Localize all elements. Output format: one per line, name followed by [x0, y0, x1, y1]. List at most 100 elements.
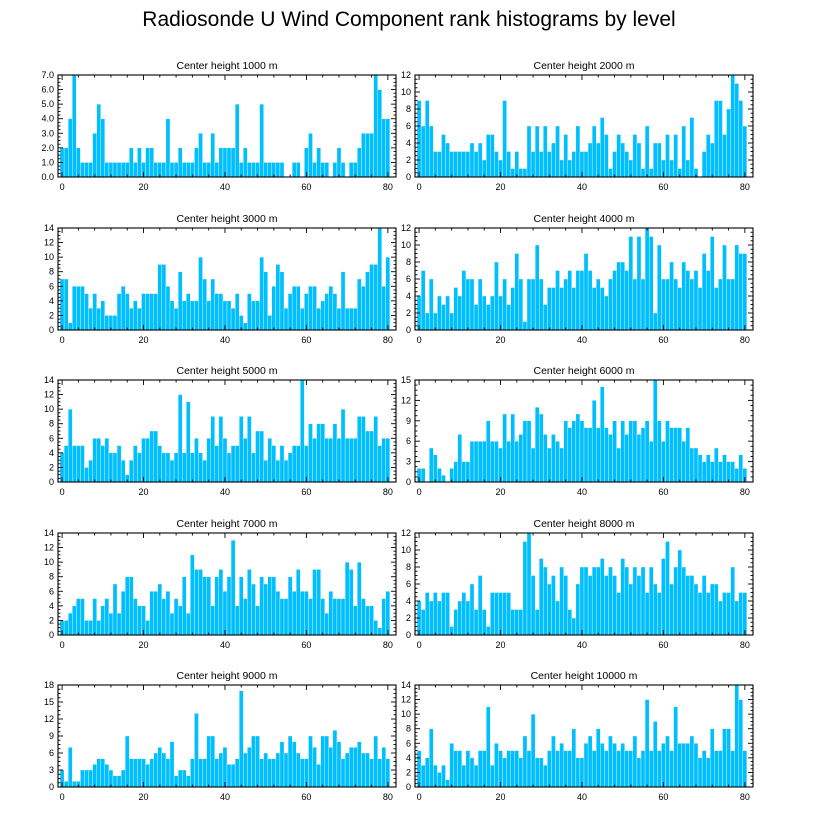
bar: [551, 575, 556, 636]
bar: [165, 452, 171, 483]
bar: [267, 162, 272, 178]
bar: [169, 612, 175, 636]
bar: [182, 300, 187, 331]
y-tick-label: 12: [401, 528, 411, 538]
bar: [210, 735, 215, 788]
bar: [263, 752, 268, 788]
bar: [510, 287, 515, 331]
bar: [92, 133, 97, 178]
y-tick-label: 2: [49, 462, 54, 472]
bar: [68, 747, 73, 788]
chart-panel-10: Center height 10000 m 0 20 40 60 80 0 2 4 6 8 10 12 1…: [401, 670, 754, 802]
bar: [596, 278, 601, 331]
bar: [137, 307, 142, 331]
x-tick-label: 60: [301, 640, 311, 650]
y-tick-label: 15: [44, 697, 54, 707]
bar: [722, 728, 727, 788]
bar: [689, 735, 695, 788]
bar: [369, 430, 374, 483]
bar: [336, 598, 342, 636]
y-tick-label: 8: [49, 572, 54, 582]
bar: [640, 278, 646, 331]
bar: [214, 758, 220, 788]
bar: [705, 592, 711, 636]
bar: [161, 264, 167, 331]
y-tick-label: 0: [406, 172, 411, 182]
bar: [381, 118, 386, 178]
bar: [477, 278, 483, 331]
bar: [324, 735, 329, 788]
bar: [616, 261, 621, 331]
bar: [312, 286, 317, 331]
bar: [361, 752, 366, 788]
bar: [722, 592, 727, 636]
bar: [648, 236, 654, 331]
bar: [230, 307, 236, 331]
bar: [353, 605, 358, 636]
bar: [555, 125, 560, 178]
bar: [96, 758, 101, 788]
bar: [112, 775, 118, 788]
bar: [433, 764, 438, 788]
y-tick-label: 4: [406, 291, 411, 301]
y-tick-label: 4: [406, 753, 411, 763]
bar: [198, 758, 203, 788]
y-tick-label: 8: [406, 724, 411, 734]
bar: [348, 438, 354, 483]
bar: [88, 162, 93, 178]
bar: [336, 741, 342, 788]
bar: [710, 728, 715, 788]
bar: [157, 264, 163, 331]
bar: [583, 566, 589, 636]
bar: [88, 769, 93, 788]
bar: [279, 445, 285, 483]
bar: [502, 278, 507, 331]
bar: [669, 750, 674, 788]
x-tick-label: 60: [658, 335, 668, 345]
bar: [490, 764, 495, 788]
panel-title: Center height 4000 m: [534, 213, 635, 225]
y-tick-label: 6: [49, 586, 54, 596]
bar: [283, 752, 289, 788]
bar: [84, 293, 89, 331]
bar: [604, 575, 609, 636]
bar: [526, 750, 532, 788]
bar: [198, 133, 203, 178]
x-tick-label: 80: [740, 487, 750, 497]
y-tick-label: 1.0: [41, 157, 54, 167]
bar: [165, 286, 171, 331]
bar: [461, 461, 467, 483]
y-tick-label: 12: [401, 70, 411, 80]
bar: [441, 304, 446, 331]
bar: [186, 775, 191, 788]
bar: [457, 600, 463, 636]
bar: [608, 434, 613, 483]
bar: [153, 162, 158, 178]
bar: [263, 459, 268, 483]
x-tick-label: 40: [577, 640, 587, 650]
bar: [429, 447, 434, 483]
bar: [583, 253, 589, 331]
x-tick-label: 20: [496, 640, 506, 650]
bar: [726, 461, 731, 483]
bar: [92, 438, 97, 483]
x-tick-label: 40: [220, 640, 230, 650]
bar: [173, 307, 179, 331]
bar: [591, 125, 597, 178]
bar: [718, 100, 723, 178]
bar: [373, 74, 378, 178]
bar: [308, 598, 313, 636]
x-tick-label: 0: [417, 335, 422, 345]
y-tick-label: 3: [406, 457, 411, 467]
bar: [701, 253, 707, 331]
bar: [477, 441, 483, 483]
bar: [206, 300, 211, 331]
bar: [579, 420, 585, 483]
bar: [308, 735, 313, 788]
bar: [636, 575, 642, 636]
bar: [230, 147, 236, 178]
bar: [730, 566, 735, 636]
bar: [287, 735, 293, 788]
y-tick-label: 0.0: [41, 172, 54, 182]
bar: [129, 758, 134, 788]
